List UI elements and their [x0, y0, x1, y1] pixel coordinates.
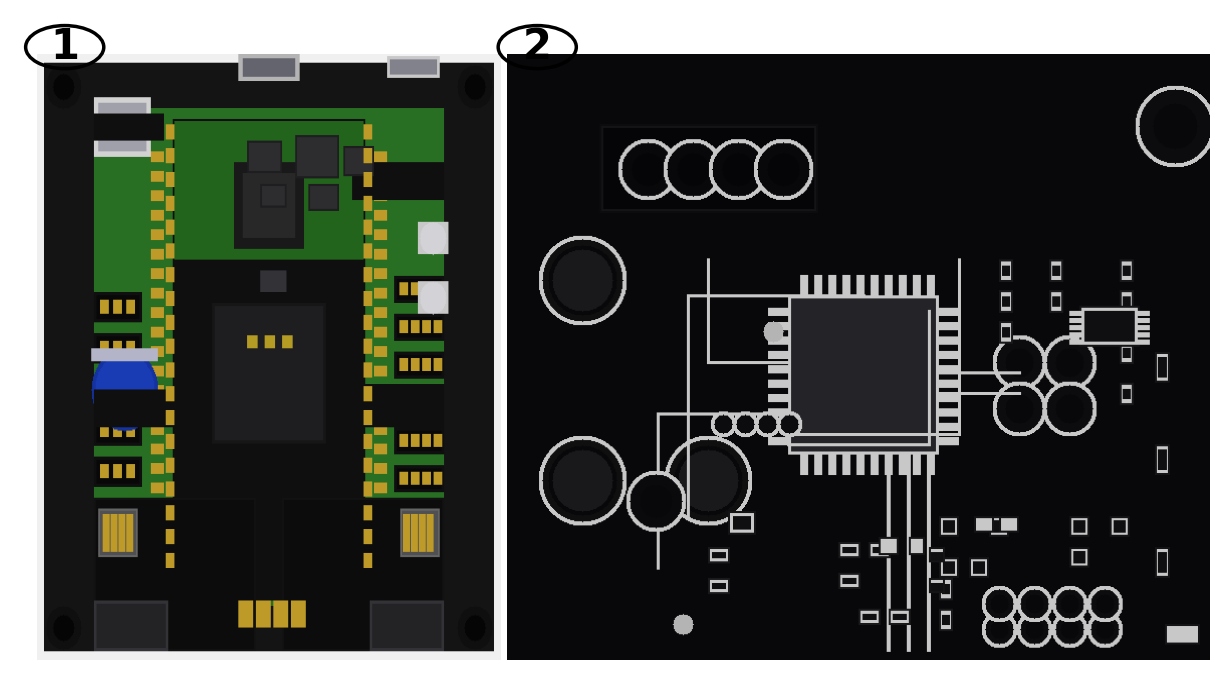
Text: 2: 2	[523, 26, 552, 68]
Text: 1: 1	[50, 26, 79, 68]
